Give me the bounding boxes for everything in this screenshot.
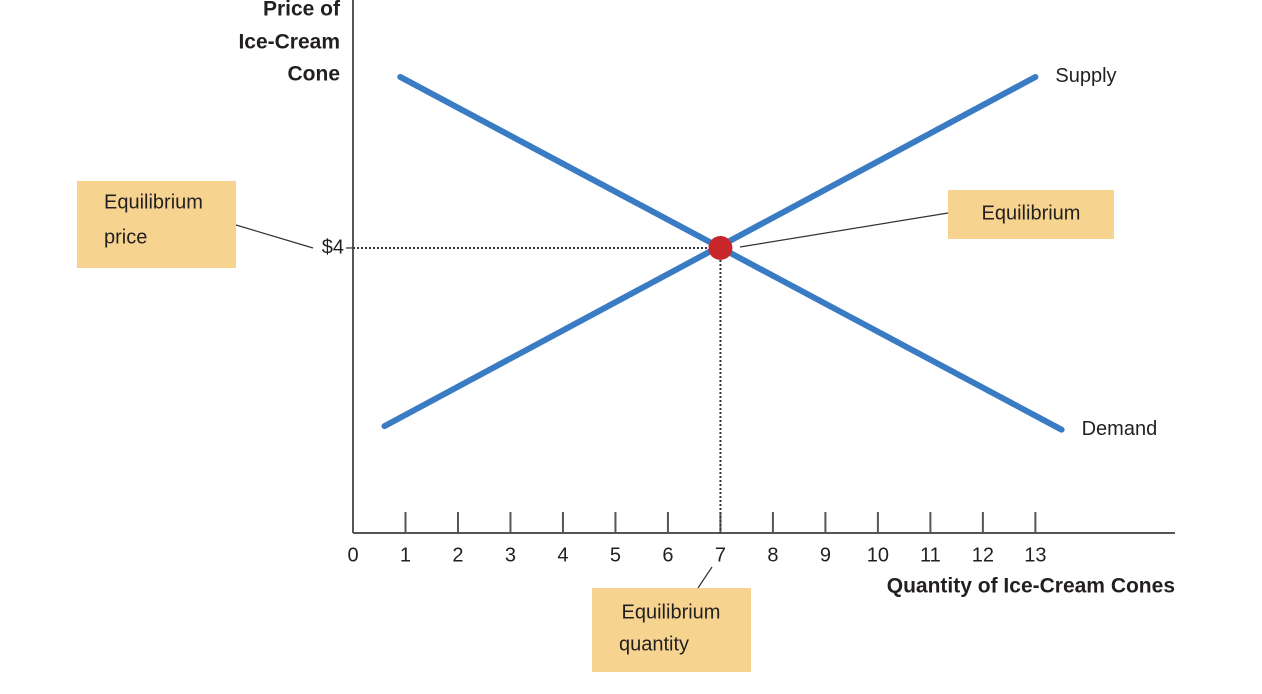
annotation-box [592, 588, 751, 672]
series-label: Supply [1055, 65, 1116, 87]
x-tick-label: 5 [610, 544, 621, 566]
annotation-box [77, 181, 236, 268]
x-tick-label: 2 [452, 544, 463, 566]
connector [697, 566, 713, 589]
x-tick-label: 0 [347, 544, 358, 566]
x-tick-label: 10 [867, 544, 889, 566]
connector [739, 212, 949, 248]
y-axis-label: Price of [263, 0, 341, 21]
annotation-text: price [104, 226, 147, 248]
x-tick-label: 6 [662, 544, 673, 566]
x-tick-label: 9 [820, 544, 831, 566]
x-tick-label: 13 [1024, 544, 1046, 566]
connector [235, 224, 314, 249]
x-axis-label: Quantity of Ice-Cream Cones [887, 575, 1175, 598]
x-tick-label: 4 [557, 544, 568, 566]
annotation-text: Equilibrium [622, 601, 721, 623]
x-tick-label: 7 [715, 544, 726, 566]
annotation-text: Equilibrium [104, 191, 203, 213]
annotation-text: Equilibrium [982, 202, 1081, 224]
series-label: Demand [1082, 418, 1158, 440]
x-tick-label: 3 [505, 544, 516, 566]
y-axis-label: Ice-Cream [238, 31, 340, 54]
x-tick-label: 12 [972, 544, 994, 566]
x-tick-label: 1 [400, 544, 411, 566]
y-axis-label: Cone [288, 63, 341, 86]
equilibrium-point [708, 235, 733, 260]
x-tick-label: 8 [767, 544, 778, 566]
x-tick-label: 11 [920, 544, 941, 566]
annotation-text: quantity [619, 633, 689, 655]
y-tick-label: $4 [322, 236, 344, 258]
annotation-box [948, 190, 1114, 239]
